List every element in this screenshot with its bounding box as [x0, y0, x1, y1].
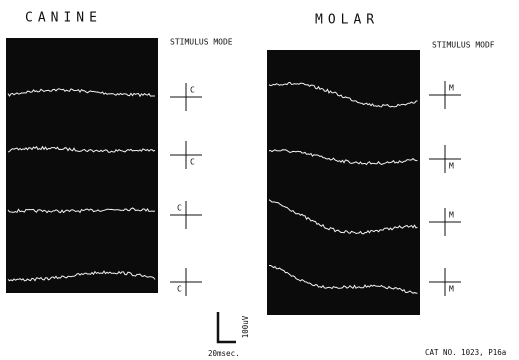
recording-panel: [6, 38, 158, 293]
marker-label: M: [449, 84, 454, 93]
mode-label: STIMULUS MODE: [170, 38, 233, 47]
marker-label: M: [449, 162, 454, 171]
scale-bar: [218, 312, 236, 342]
marker-label: M: [449, 211, 454, 220]
panel-title: MOLAR: [315, 13, 379, 28]
marker-label: C: [177, 285, 182, 294]
marker-label: C: [190, 158, 195, 167]
marker-label: M: [449, 285, 454, 294]
footer: CAT NO. 1023, P16a: [425, 348, 506, 357]
scale-voltage: 100uV: [241, 315, 250, 338]
marker-label: C: [190, 86, 195, 95]
mode-label: STIMULUS MODF: [432, 41, 495, 50]
scale-time: 20msec.: [208, 349, 240, 358]
panel-title: CANINE: [25, 11, 102, 26]
marker-label: C: [177, 204, 182, 213]
figure: CANINE MOLAR STIMULUS MODE STIMULUS MODF…: [0, 0, 519, 360]
